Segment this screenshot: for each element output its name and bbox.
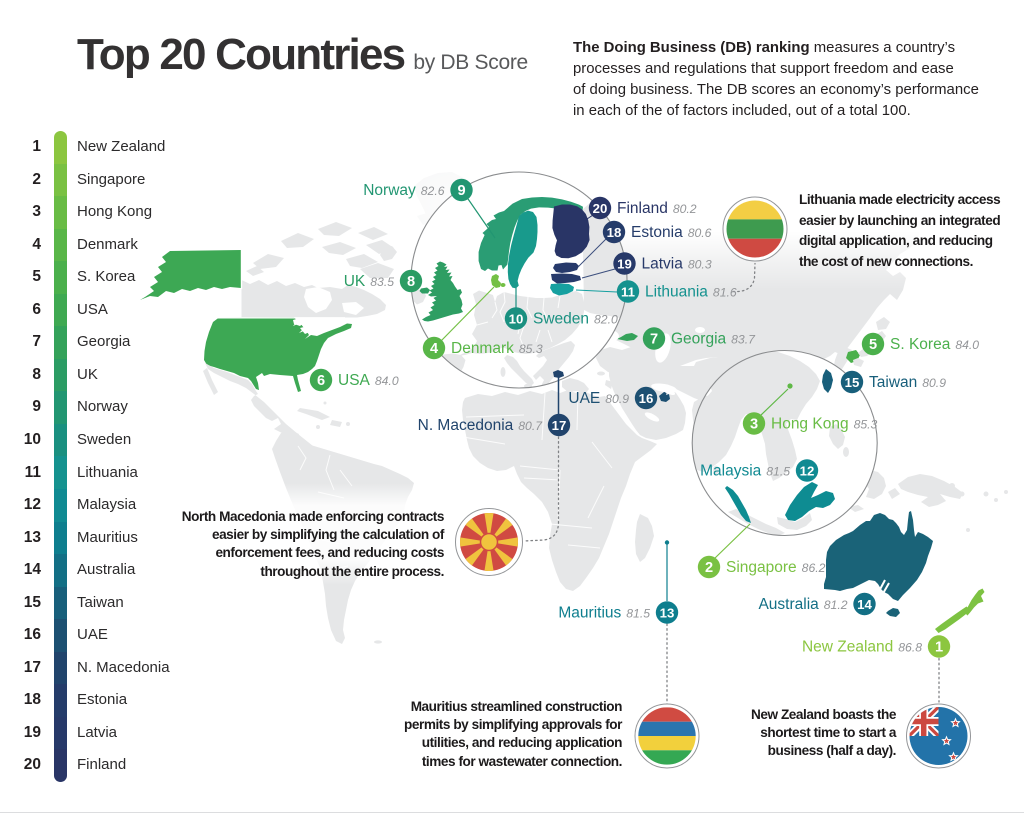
svg-text:4: 4 (430, 341, 439, 357)
svg-text:14: 14 (857, 597, 872, 612)
svg-text:13: 13 (660, 605, 675, 620)
svg-text:3: 3 (750, 416, 758, 432)
svg-text:1: 1 (935, 639, 943, 655)
svg-text:8: 8 (407, 274, 415, 290)
svg-text:15: 15 (845, 375, 860, 390)
svg-text:7: 7 (650, 331, 658, 347)
svg-text:20: 20 (593, 201, 608, 216)
svg-text:12: 12 (800, 463, 815, 478)
svg-text:9: 9 (457, 183, 465, 199)
svg-text:5: 5 (869, 337, 877, 353)
svg-text:10: 10 (509, 311, 524, 326)
svg-text:6: 6 (317, 373, 325, 389)
svg-text:2: 2 (705, 560, 713, 576)
svg-text:11: 11 (621, 284, 635, 299)
svg-text:17: 17 (552, 418, 567, 433)
svg-text:16: 16 (639, 391, 654, 406)
svg-text:19: 19 (617, 256, 632, 271)
svg-text:18: 18 (607, 225, 622, 240)
